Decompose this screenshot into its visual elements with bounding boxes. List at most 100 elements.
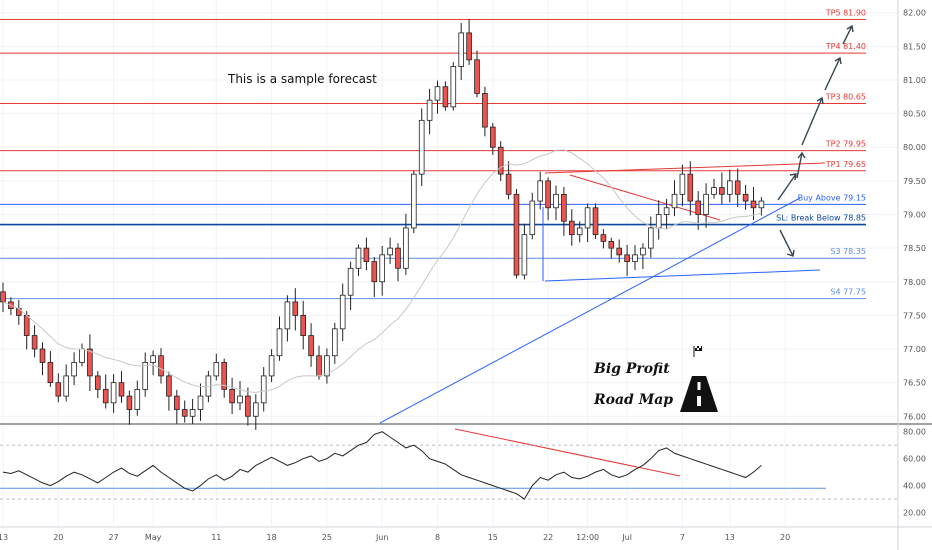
candle-body: [703, 193, 709, 215]
candle-body: [284, 301, 291, 330]
rsi-axis: 80.00 60.00 40.00 20.00: [903, 428, 926, 518]
candle-body: [758, 200, 765, 209]
level-label: S4 77.75: [830, 288, 866, 297]
candle-body: [513, 193, 520, 276]
candle-body: [576, 227, 583, 236]
candle-body: [324, 355, 330, 377]
arrow-up-2: [796, 152, 803, 179]
time-tick-label: Jun: [375, 533, 389, 542]
rsi-tick-label: 20.00: [903, 509, 926, 518]
annotations: This is a sample forecast Big Profit Roa…: [227, 72, 673, 408]
level-label: TP3 80.65: [825, 93, 866, 102]
candle-body: [450, 66, 457, 108]
arrow-up-1: [777, 173, 797, 201]
price-axis: 82.00 81.50 81.00 80.50 80.00 79.50 79.00 78.50…: [903, 9, 926, 422]
candle-body: [403, 227, 409, 269]
candle-body: [316, 355, 322, 377]
candle-body: [387, 247, 393, 256]
candle-body: [79, 348, 85, 363]
triangle-base-line: [544, 269, 821, 282]
candle-body: [474, 59, 480, 94]
candle-body: [95, 375, 101, 390]
candle-body: [331, 328, 338, 357]
rsi-tick-label: 60.00: [903, 455, 926, 464]
candle-body: [600, 234, 607, 242]
candle-body: [426, 99, 433, 121]
candle-body: [489, 126, 496, 148]
candle-body: [166, 375, 172, 397]
candle-body: [245, 395, 251, 417]
candle-body: [213, 362, 220, 377]
level-label: TP2 79.95: [825, 140, 866, 149]
arrow-up-4-head: [834, 56, 842, 65]
candle-body: [655, 214, 662, 229]
candle-body: [711, 187, 717, 195]
candle-body: [442, 86, 449, 108]
candle-body: [466, 32, 472, 61]
candle-body: [142, 362, 149, 390]
candle-body: [584, 207, 591, 229]
candle-body: [0, 291, 6, 303]
forecast-arrows: [777, 24, 854, 257]
candle-body: [229, 388, 235, 404]
candle-body: [482, 93, 488, 128]
candle-body: [648, 227, 654, 249]
candle-body: [126, 395, 133, 410]
candle-body: [363, 247, 370, 262]
candle-body: [87, 348, 93, 377]
arrow-up-5: [842, 25, 853, 45]
time-tick-label: 20: [53, 533, 63, 542]
candle-body: [395, 247, 401, 269]
time-tick-label: 15: [488, 533, 498, 542]
candle-body: [118, 382, 125, 397]
candle-body: [371, 261, 378, 283]
price-levels: [0, 18, 866, 300]
candle-body: [640, 247, 646, 256]
candle-body: [379, 254, 385, 283]
candle-body: [505, 173, 512, 195]
candle-body: [355, 247, 362, 269]
candle-body: [31, 335, 38, 350]
price-tick-label: 76.50: [903, 379, 926, 388]
road-icon: [680, 376, 718, 412]
candle-body: [110, 382, 117, 404]
arrow-down-head: [786, 249, 795, 257]
candle-body: [268, 355, 275, 377]
level-label: TP4 81.40: [825, 42, 866, 51]
candle-body: [173, 395, 180, 410]
candle-body: [221, 362, 228, 390]
candle-body: [727, 180, 733, 195]
price-tick-label: 78.50: [903, 244, 926, 253]
candle-body: [750, 200, 757, 209]
time-tick-label: Jul: [621, 533, 632, 542]
candle-body: [134, 388, 141, 410]
time-tick-label: 18: [267, 533, 277, 542]
price-tick-label: 78.00: [903, 278, 926, 287]
candle-body: [308, 335, 314, 357]
rsi-tick-label: 40.00: [903, 482, 926, 491]
candle-body: [632, 254, 638, 262]
rsi-panel: [0, 431, 898, 500]
candle-body: [410, 173, 417, 229]
candle-body: [434, 86, 441, 101]
candle-body: [39, 348, 46, 363]
candle-body: [742, 193, 749, 202]
time-tick-label: 22: [543, 533, 553, 542]
level-labels: TP5 81.90 TP4 81.40 TP3 80.65 TP2 79.95 TP1 …: [776, 8, 866, 296]
candle-body: [237, 395, 243, 404]
candle-body: [63, 375, 69, 397]
price-tick-label: 81.50: [903, 42, 926, 51]
candle-body: [561, 193, 567, 222]
brand-line-2: Road Map: [593, 392, 673, 408]
candle-body: [197, 395, 204, 410]
candle-body: [292, 301, 299, 316]
rsi-divergence-line: [454, 428, 681, 477]
level-label: S3 78.35: [830, 247, 866, 256]
road-divider-1: [697, 382, 701, 390]
arrow-up-2-head: [797, 151, 806, 159]
price-tick-label: 79.00: [903, 211, 926, 220]
time-tick-label: 27: [109, 533, 119, 542]
candle-body: [71, 362, 77, 377]
